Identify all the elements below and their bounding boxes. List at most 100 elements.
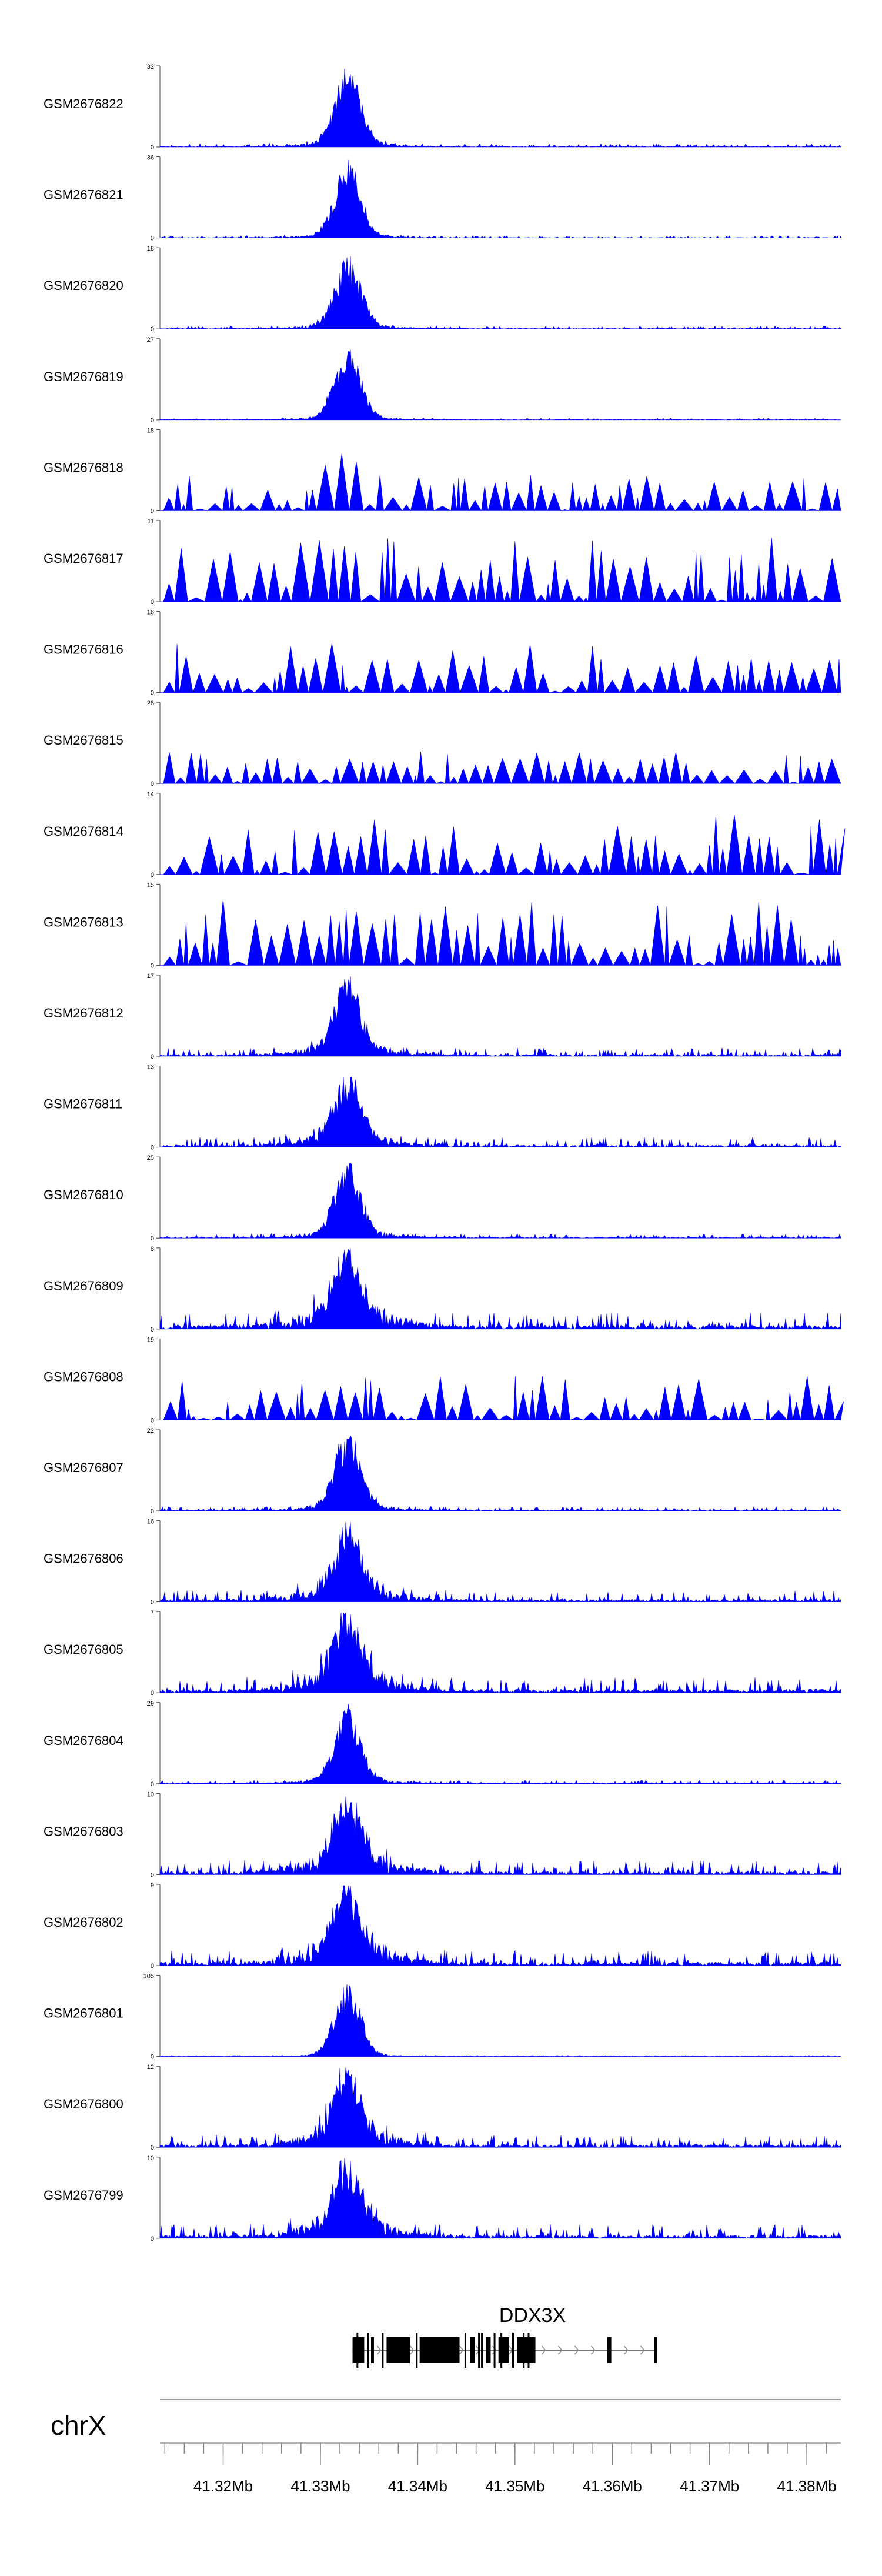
coverage-tracks: GSM2676822320GSM2676821360GSM2676820180G…: [44, 64, 846, 2243]
track-GSM2676817: GSM2676817 11 0: [44, 518, 841, 606]
strand-arrow: [623, 2345, 629, 2355]
track-GSM2676822: GSM2676822 32 0: [44, 64, 841, 151]
y-min-label: 0: [151, 508, 154, 515]
y-min-label: 0: [151, 690, 154, 697]
strand-arrow: [492, 2345, 497, 2355]
track-GSM2676805: GSM2676805 7 0: [44, 1609, 841, 1697]
track-GSM2676810: GSM2676810 25 0: [44, 1154, 841, 1242]
track-GSM2676806: GSM2676806 16 0: [44, 1519, 841, 1606]
track-GSM2676800: GSM2676800 12 0: [44, 2064, 841, 2151]
exon-block: [470, 2337, 475, 2363]
coverage-area: [159, 1984, 841, 2057]
exon-block: [607, 2337, 612, 2363]
exon-mark: [356, 2333, 359, 2368]
track-label: GSM2676807: [44, 1460, 123, 1475]
track-label: GSM2676817: [44, 551, 123, 566]
y-min-label: 0: [151, 2235, 154, 2243]
track-label: GSM2676808: [44, 1369, 123, 1384]
gene-model-ddx3x: DDX3X: [352, 2304, 657, 2368]
axis-tick-label: 41.37Mb: [680, 2477, 739, 2495]
track-GSM2676802: GSM2676802 9 0: [44, 1882, 841, 1970]
y-max-label: 11: [148, 518, 154, 525]
coverage-area: [159, 159, 841, 239]
track-label: GSM2676800: [44, 2097, 123, 2111]
track-label: GSM2676802: [44, 1915, 123, 1930]
y-max-label: 25: [147, 1154, 154, 1162]
track-label: GSM2676822: [44, 96, 123, 111]
track-GSM2676811: GSM2676811 13 0: [44, 1064, 841, 1152]
coverage-area: [159, 1885, 841, 1966]
track-label: GSM2676819: [44, 369, 123, 384]
y-min-label: 0: [151, 1781, 154, 1788]
coverage-area: [159, 256, 841, 329]
y-max-label: 9: [151, 1882, 154, 1889]
exon-block: [419, 2337, 460, 2363]
coverage-area: [160, 1376, 844, 1421]
strand-arrow: [541, 2345, 546, 2355]
strand-arrow: [574, 2345, 579, 2355]
y-max-label: 32: [147, 64, 154, 71]
y-min-label: 0: [151, 1508, 154, 1515]
strand-arrow: [557, 2345, 563, 2355]
y-min-label: 0: [151, 2144, 154, 2151]
gene-name: DDX3X: [499, 2304, 566, 2327]
track-label: GSM2676818: [44, 460, 123, 475]
track-GSM2676808: GSM2676808 19 0: [44, 1336, 844, 1424]
track-label: GSM2676811: [44, 1097, 122, 1112]
track-GSM2676816: GSM2676816 16 0: [44, 609, 841, 697]
exon-mark: [481, 2333, 483, 2368]
exon-mark: [464, 2333, 466, 2368]
track-label: GSM2676816: [44, 642, 123, 657]
coverage-area: [159, 1521, 841, 1603]
y-max-label: 12: [147, 2064, 154, 2071]
exon-block: [386, 2337, 410, 2363]
coverage-area: [159, 976, 841, 1057]
y-max-label: 18: [147, 427, 154, 434]
y-min-label: 0: [151, 780, 154, 788]
coverage-area: [159, 68, 841, 148]
y-min-label: 0: [151, 1871, 154, 1878]
y-max-label: 18: [147, 245, 154, 252]
y-min-label: 0: [151, 599, 154, 606]
track-label: GSM2676809: [44, 1279, 123, 1293]
coverage-area: [160, 815, 846, 875]
coverage-area: [159, 1077, 841, 1148]
y-max-label: 17: [147, 973, 154, 980]
coverage-area: [160, 752, 841, 785]
coverage-area: [159, 1163, 841, 1239]
exon-mark: [478, 2333, 480, 2368]
y-min-label: 0: [151, 1053, 154, 1060]
track-GSM2676803: GSM2676803 10 0: [44, 1791, 841, 1878]
track-GSM2676807: GSM2676807 22 0: [44, 1427, 841, 1515]
y-min-label: 0: [151, 1599, 154, 1606]
strand-arrow: [459, 2345, 464, 2355]
track-label: GSM2676812: [44, 1006, 123, 1020]
y-min-label: 0: [151, 1235, 154, 1242]
axis-tick-label: 41.38Mb: [777, 2477, 837, 2495]
exon-mark: [416, 2333, 418, 2368]
y-max-label: 19: [147, 1336, 154, 1343]
y-max-label: 15: [147, 882, 154, 889]
track-GSM2676804: GSM2676804 29 0: [44, 1700, 841, 1788]
y-max-label: 105: [143, 1973, 154, 1980]
coverage-area: [159, 1248, 841, 1330]
strand-arrow: [376, 2345, 382, 2355]
exon-block: [498, 2337, 509, 2363]
axis-tick-label: 41.32Mb: [193, 2477, 253, 2495]
coverage-area: [160, 899, 841, 966]
exon-mark: [500, 2333, 503, 2368]
track-label: GSM2676814: [44, 824, 123, 839]
track-label: GSM2676813: [44, 915, 123, 929]
track-GSM2676814: GSM2676814 14 0: [44, 791, 846, 879]
exon-mark: [523, 2333, 525, 2368]
track-GSM2676820: GSM2676820 18 0: [44, 245, 841, 333]
track-label: GSM2676810: [44, 1187, 123, 1202]
exon-block: [352, 2337, 365, 2363]
track-label: GSM2676803: [44, 1824, 123, 1838]
y-min-label: 0: [151, 326, 154, 333]
strand-arrow: [590, 2345, 596, 2355]
y-min-label: 0: [151, 235, 154, 242]
chromosome-label: chrX: [51, 2410, 106, 2441]
y-max-label: 28: [147, 700, 154, 707]
